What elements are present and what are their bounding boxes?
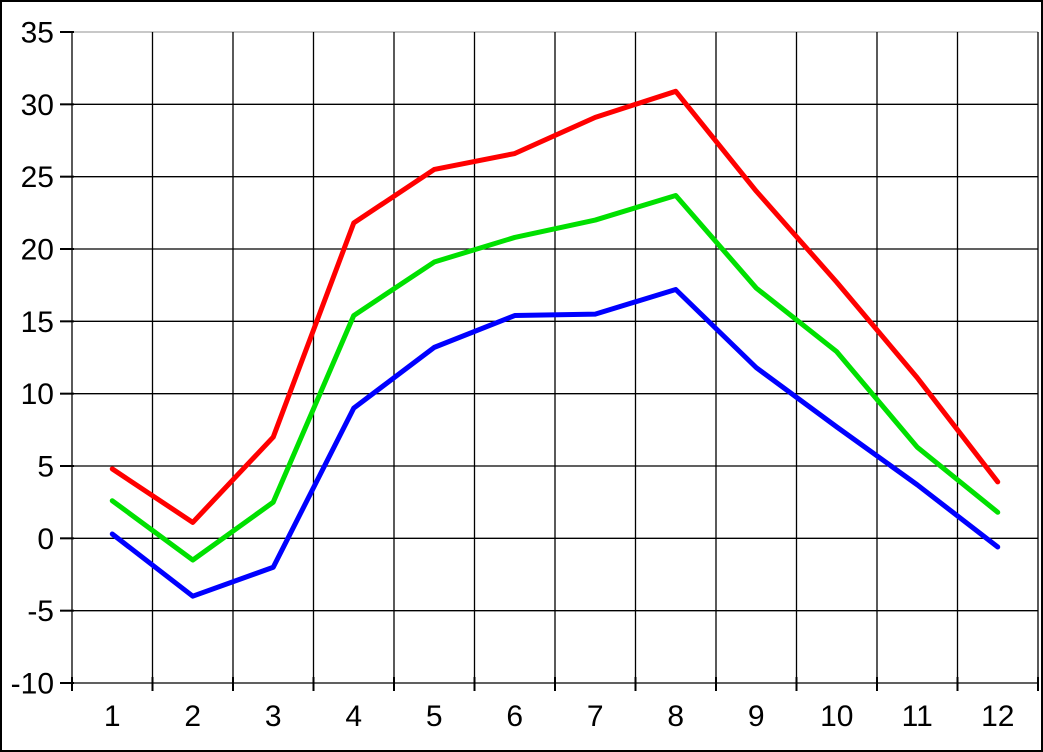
y-tick-label: 20 bbox=[21, 234, 54, 267]
x-tick-label: 9 bbox=[748, 700, 765, 733]
x-tick-label: 5 bbox=[426, 700, 443, 733]
x-tick-label: 12 bbox=[981, 700, 1014, 733]
y-tick-label: 25 bbox=[21, 161, 54, 194]
y-tick-label: 10 bbox=[21, 378, 54, 411]
x-tick-label: 4 bbox=[345, 700, 362, 733]
x-tick-label: 6 bbox=[506, 700, 523, 733]
x-tick-label: 1 bbox=[104, 700, 121, 733]
series-line-red bbox=[109, 88, 1001, 525]
x-tick-label: 10 bbox=[820, 700, 853, 733]
x-tick-label: 7 bbox=[587, 700, 604, 733]
y-tick-label: -10 bbox=[11, 668, 54, 701]
y-tick-label: 35 bbox=[21, 17, 54, 50]
x-tick-label: 11 bbox=[902, 700, 933, 733]
x-tick-label: 2 bbox=[184, 700, 201, 733]
y-tick-label: 30 bbox=[21, 89, 54, 122]
x-tick-label: 3 bbox=[265, 700, 282, 733]
x-tick-label: 8 bbox=[667, 700, 684, 733]
y-tick-label: -5 bbox=[27, 595, 54, 628]
y-tick-label: 15 bbox=[21, 306, 54, 339]
series-line-blue bbox=[109, 287, 1001, 599]
y-tick-label: 5 bbox=[37, 451, 54, 484]
y-tick-label: 0 bbox=[37, 523, 54, 556]
series-line-green bbox=[109, 192, 1001, 563]
